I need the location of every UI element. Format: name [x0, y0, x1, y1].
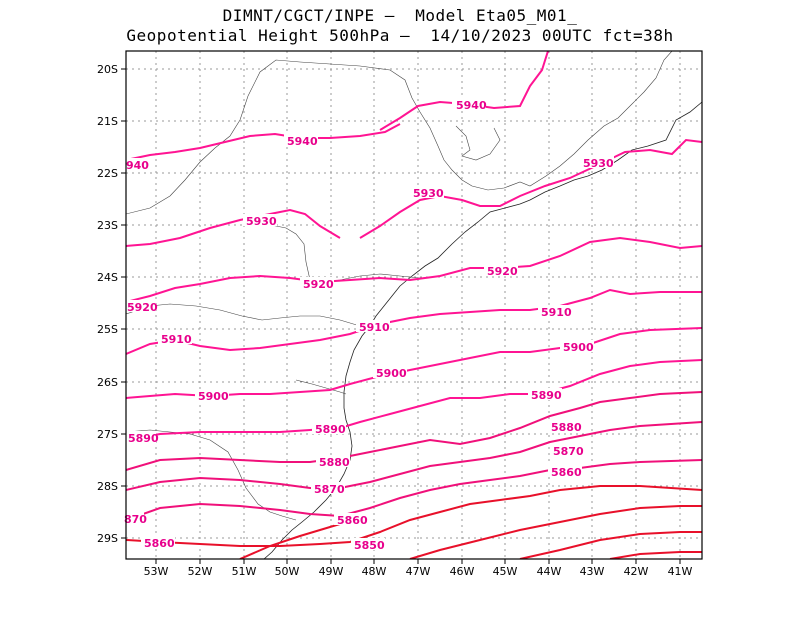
x-tick-49w: 49W: [319, 565, 344, 578]
contour-5940: [126, 123, 401, 161]
coastline: [263, 101, 702, 559]
grid-lines: [126, 51, 702, 559]
contour-label-5890-east: 5890: [531, 389, 562, 402]
contour-label-5900-east: 5900: [563, 341, 594, 354]
contour-lines: [126, 51, 702, 559]
x-tick-53w: 53W: [144, 565, 169, 578]
contour-label-5940: 5940: [287, 135, 318, 148]
contour-5870: [126, 421, 702, 491]
state-borders: [126, 51, 673, 521]
contour-label-5860-center: 5860: [337, 514, 368, 527]
contour-label-5890-west: 5890: [128, 432, 159, 445]
x-tick-44w: 44W: [537, 565, 562, 578]
map-title-line-2: Geopotential Height 500hPa – 14/10/2023 …: [126, 26, 674, 45]
contour-label-5930-center: 5930: [413, 187, 444, 200]
x-axis-labels: 53W 52W 51W 50W 49W 48W 47W 46W 45W 44W …: [144, 565, 693, 578]
y-tick-23s: 23S: [97, 219, 118, 232]
y-tick-24s: 24S: [97, 271, 118, 284]
plot-frame: [125, 50, 703, 560]
contour-5920: [126, 236, 702, 303]
x-tick-48w: 48W: [362, 565, 387, 578]
contour-5840-east: [409, 505, 702, 559]
contour-label-5910-west: 5910: [161, 333, 192, 346]
contour-label-5930-east: 5930: [583, 157, 614, 170]
contour-label-5900-west: 5900: [198, 390, 229, 403]
contour-labels: 5940 5940 940 5930 5930 5930 5920 5920 5…: [124, 98, 614, 552]
contour-5850: [126, 485, 702, 547]
contour-label-5940-north: 5940: [456, 99, 487, 112]
contour-label-5860-east: 5860: [551, 466, 582, 479]
x-tick-45w: 45W: [493, 565, 518, 578]
contour-label-5930-west: 5930: [246, 215, 277, 228]
x-tick-52w: 52W: [188, 565, 213, 578]
y-tick-29s: 29S: [97, 532, 118, 545]
contour-label-5920-east: 5920: [487, 265, 518, 278]
contour-5880: [126, 391, 702, 471]
y-tick-28s: 28S: [97, 480, 118, 493]
contour-5930-east: [359, 138, 702, 239]
contour-5890: [126, 359, 702, 441]
contour-label-5910-center: 5910: [359, 321, 390, 334]
contour-5830: [519, 531, 702, 559]
x-tick-50w: 50W: [275, 565, 300, 578]
tick-marks: [121, 68, 681, 564]
x-tick-46w: 46W: [450, 565, 475, 578]
x-tick-43w: 43W: [580, 565, 605, 578]
x-tick-47w: 47W: [406, 565, 431, 578]
map-title-line-1: DIMNT/CGCT/INPE – Model Eta05_M01_: [222, 6, 578, 25]
contour-label-5860-west: 5860: [144, 537, 175, 550]
contour-5940-north: [379, 51, 549, 131]
y-tick-27s: 27S: [97, 428, 118, 441]
contour-label-5850: 5850: [354, 539, 385, 552]
y-tick-25s: 25S: [97, 323, 118, 336]
contour-label-5880-east: 5880: [551, 421, 582, 434]
contour-label-5890-center: 5890: [315, 423, 346, 436]
contour-label-5870-east: 5870: [553, 445, 584, 458]
contour-label-5870-center: 5870: [314, 483, 345, 496]
contour-label-5900-center: 5900: [376, 367, 407, 380]
x-tick-42w: 42W: [624, 565, 649, 578]
contour-5840: [239, 523, 341, 559]
y-tick-26s: 26S: [97, 376, 118, 389]
contour-label-940-west: 940: [126, 159, 149, 172]
contour-5820: [609, 551, 702, 559]
contour-label-870-west: 870: [124, 513, 147, 526]
y-tick-22s: 22S: [97, 167, 118, 180]
contour-5910: [126, 288, 702, 355]
contour-5860: [126, 459, 702, 521]
contour-5930: [126, 208, 341, 247]
y-tick-20s: 20S: [97, 63, 118, 76]
y-tick-21s: 21S: [97, 115, 118, 128]
contour-label-5910-east: 5910: [541, 306, 572, 319]
x-tick-41w: 41W: [668, 565, 693, 578]
contour-label-5880-center: 5880: [319, 456, 350, 469]
x-tick-51w: 51W: [232, 565, 257, 578]
contour-5900: [126, 327, 702, 399]
contour-label-5920-center: 5920: [303, 278, 334, 291]
contour-label-5920-west: 5920: [127, 301, 158, 314]
y-axis-labels: 20S 21S 22S 23S 24S 25S 26S 27S 28S 29S: [97, 63, 118, 545]
